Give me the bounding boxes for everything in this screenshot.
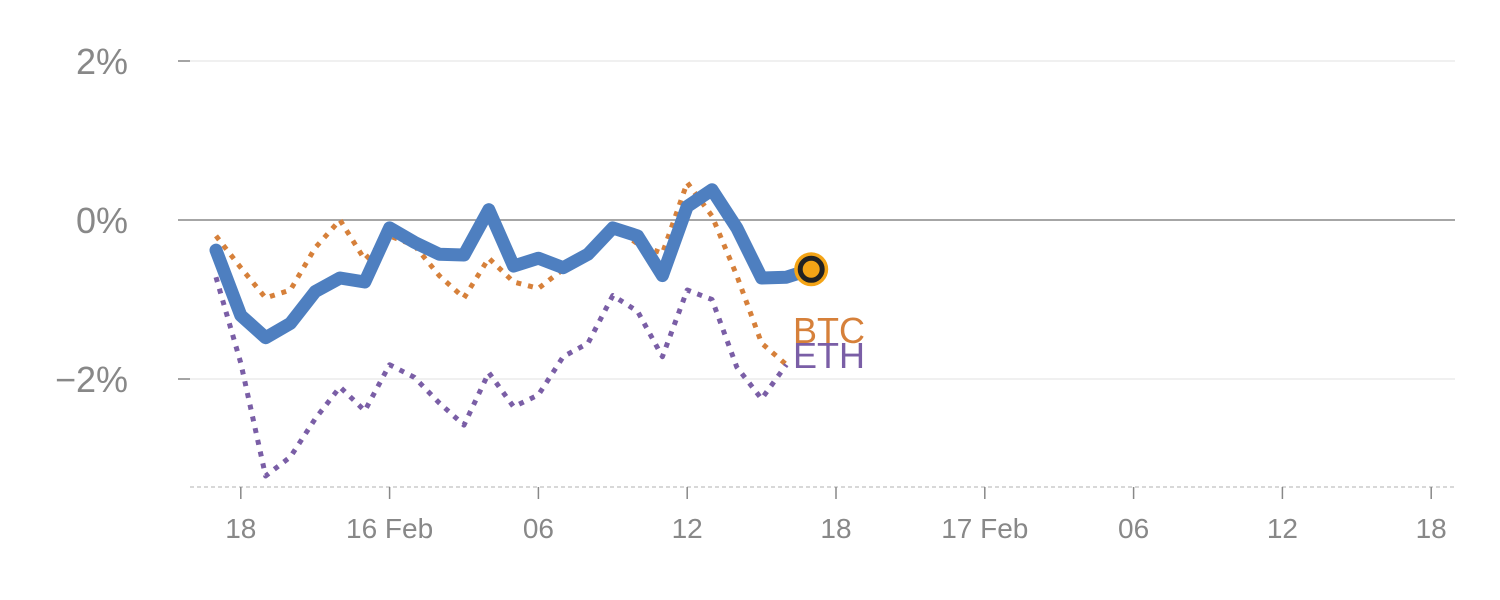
x-axis: 18 16 Feb 06 12 18 17 Feb 06 12 18 [190, 486, 1455, 544]
x-tick-label: 18 [225, 513, 256, 544]
x-tick-label: 16 Feb [346, 513, 433, 544]
x-tick-label: 18 [1416, 513, 1447, 544]
series-labels: BTC ETH [793, 310, 865, 376]
x-tick-label: 12 [672, 513, 703, 544]
x-tick-label: 06 [523, 513, 554, 544]
series-line-btc [214, 180, 789, 367]
y-tick-label: −2% [55, 359, 128, 400]
x-tick-label: 17 Feb [941, 513, 1028, 544]
series-line-main [209, 183, 818, 345]
x-tick-label: 12 [1267, 513, 1298, 544]
current-value-marker [794, 252, 829, 287]
y-tick-label: 0% [76, 200, 128, 241]
series-label-btc: BTC [793, 310, 865, 351]
x-tick-label: 06 [1118, 513, 1149, 544]
x-tick-label: 18 [820, 513, 851, 544]
series-lines [209, 180, 818, 479]
y-axis: 2% 0% −2% [55, 41, 190, 400]
y-tick-label: 2% [76, 41, 128, 82]
marker-center [797, 255, 825, 283]
grid-lines [178, 60, 1455, 380]
series-label-eth: ETH [793, 335, 865, 376]
